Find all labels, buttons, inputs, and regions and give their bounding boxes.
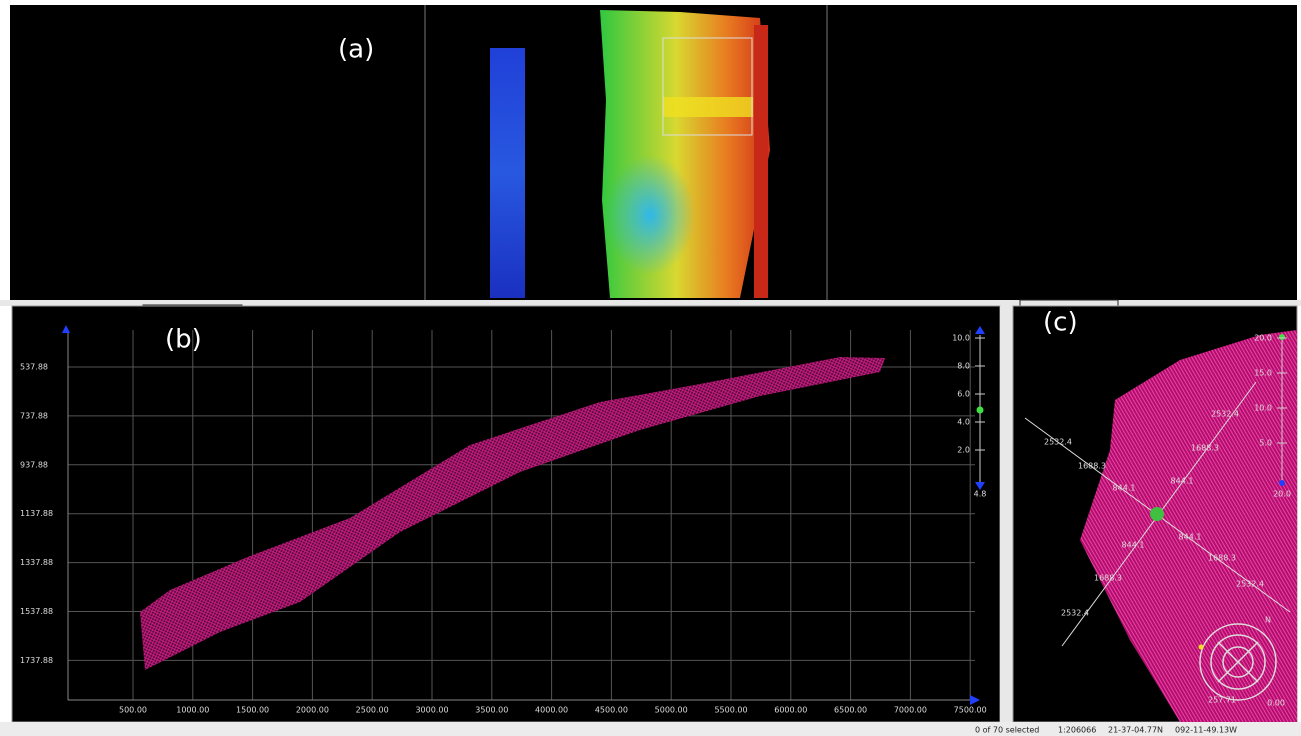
cross-center[interactable]: [1150, 507, 1164, 521]
x-tick-label: 7000.00: [894, 706, 927, 715]
y-tick-label: 937.88: [20, 460, 48, 469]
x-tick-label: 2000.00: [296, 706, 329, 715]
x-tick-label: 2500.00: [356, 706, 389, 715]
x-tick-label: 4500.00: [595, 706, 628, 715]
axis-arrow: [62, 325, 70, 333]
scale-arrow[interactable]: [975, 482, 985, 490]
x-tick-label: 7500.00: [954, 706, 987, 715]
x-tick-label: 5500.00: [714, 706, 747, 715]
panel-label: (c): [1043, 308, 1078, 338]
scale-handle[interactable]: [976, 406, 984, 414]
y-tick-label: 1337.88: [20, 558, 53, 567]
swath-shallow: [605, 155, 695, 275]
scale-handle[interactable]: [1279, 480, 1285, 486]
x-tick-label: 3000.00: [415, 706, 448, 715]
compass-north: N: [1265, 616, 1271, 625]
compass-marker: [1198, 644, 1204, 650]
scale-label: 4.0: [957, 418, 970, 427]
selection-box[interactable]: [662, 37, 753, 136]
compass: [1210, 634, 1266, 690]
scale-value: 4.8: [974, 490, 987, 499]
x-tick-label: 6500.00: [834, 706, 867, 715]
scale-value: 20.0: [1273, 490, 1291, 499]
distance-label: 2532.4: [1061, 609, 1089, 618]
distance-label: 844.1: [1179, 533, 1202, 542]
splitter[interactable]: [0, 300, 1301, 306]
y-tick-label: 1737.88: [20, 656, 53, 665]
compass-bearing: 257.71: [1208, 696, 1236, 705]
axis-arrow: [970, 695, 980, 705]
scale-label: 5.0: [1259, 439, 1272, 448]
y-tick-label: 1537.88: [20, 607, 53, 616]
swath-blue: [490, 48, 525, 298]
labels: (a) (b) (c) 537.88 737.88 937.88 1137.88 1337.8…: [20, 35, 1291, 735]
scale-label: 8.0: [957, 362, 970, 371]
status-bar: [0, 722, 1301, 736]
x-tick-label: 3500.00: [475, 706, 508, 715]
scale-label: 10.0: [952, 334, 970, 343]
status-field: 1:206066: [1058, 726, 1096, 735]
x-tick-label: 4000.00: [535, 706, 568, 715]
distance-label: 844.1: [1171, 477, 1194, 486]
x-tick-label: 1000.00: [176, 706, 209, 715]
scale-label: 10.0: [1254, 404, 1272, 413]
status-field: 0 of 70 selected: [975, 726, 1039, 735]
compass: [1199, 623, 1277, 701]
selection-band: [663, 97, 753, 117]
scale-label: 20.0: [1254, 334, 1272, 343]
scale-arrow[interactable]: [975, 326, 985, 334]
status-field: 21-37-04.77N: [1108, 726, 1163, 735]
status-field: 092-11-49.13W: [1175, 726, 1237, 735]
scale-label: 6.0: [957, 390, 970, 399]
splitter[interactable]: [1000, 306, 1013, 722]
scale-label: 15.0: [1254, 369, 1272, 378]
distance-label: 2532.4: [1236, 580, 1264, 589]
distance-label: 1688.3: [1191, 444, 1219, 453]
compass-cross: [1217, 641, 1259, 683]
y-tick-label: 1137.88: [20, 509, 53, 518]
scale-handle[interactable]: [1279, 334, 1285, 340]
panel-label: (b): [165, 325, 202, 355]
compass-angle: 0.00: [1267, 699, 1285, 708]
x-tick-label: 1500.00: [236, 706, 269, 715]
compass: [1222, 646, 1254, 678]
distance-label: 844.1: [1113, 484, 1136, 493]
distance-label: 1688.3: [1094, 574, 1122, 583]
distance-label: 1688.3: [1208, 554, 1236, 563]
bracket: [1019, 299, 1119, 307]
x-tick-label: 5000.00: [655, 706, 688, 715]
distance-label: 1688.3: [1078, 462, 1106, 471]
y-tick-label: 737.88: [20, 411, 48, 420]
distance-label: 2532.4: [1211, 410, 1239, 419]
distance-label: 844.1: [1122, 541, 1145, 550]
y-tick-label: 537.88: [20, 363, 48, 372]
x-tick-label: 500.00: [119, 706, 147, 715]
x-tick-label: 6000.00: [774, 706, 807, 715]
grid: [68, 330, 975, 700]
swath-red: [754, 25, 768, 298]
scale-label: 2.0: [957, 446, 970, 455]
panel-label: (a): [338, 35, 374, 65]
distance-label: 2532.4: [1044, 438, 1072, 447]
